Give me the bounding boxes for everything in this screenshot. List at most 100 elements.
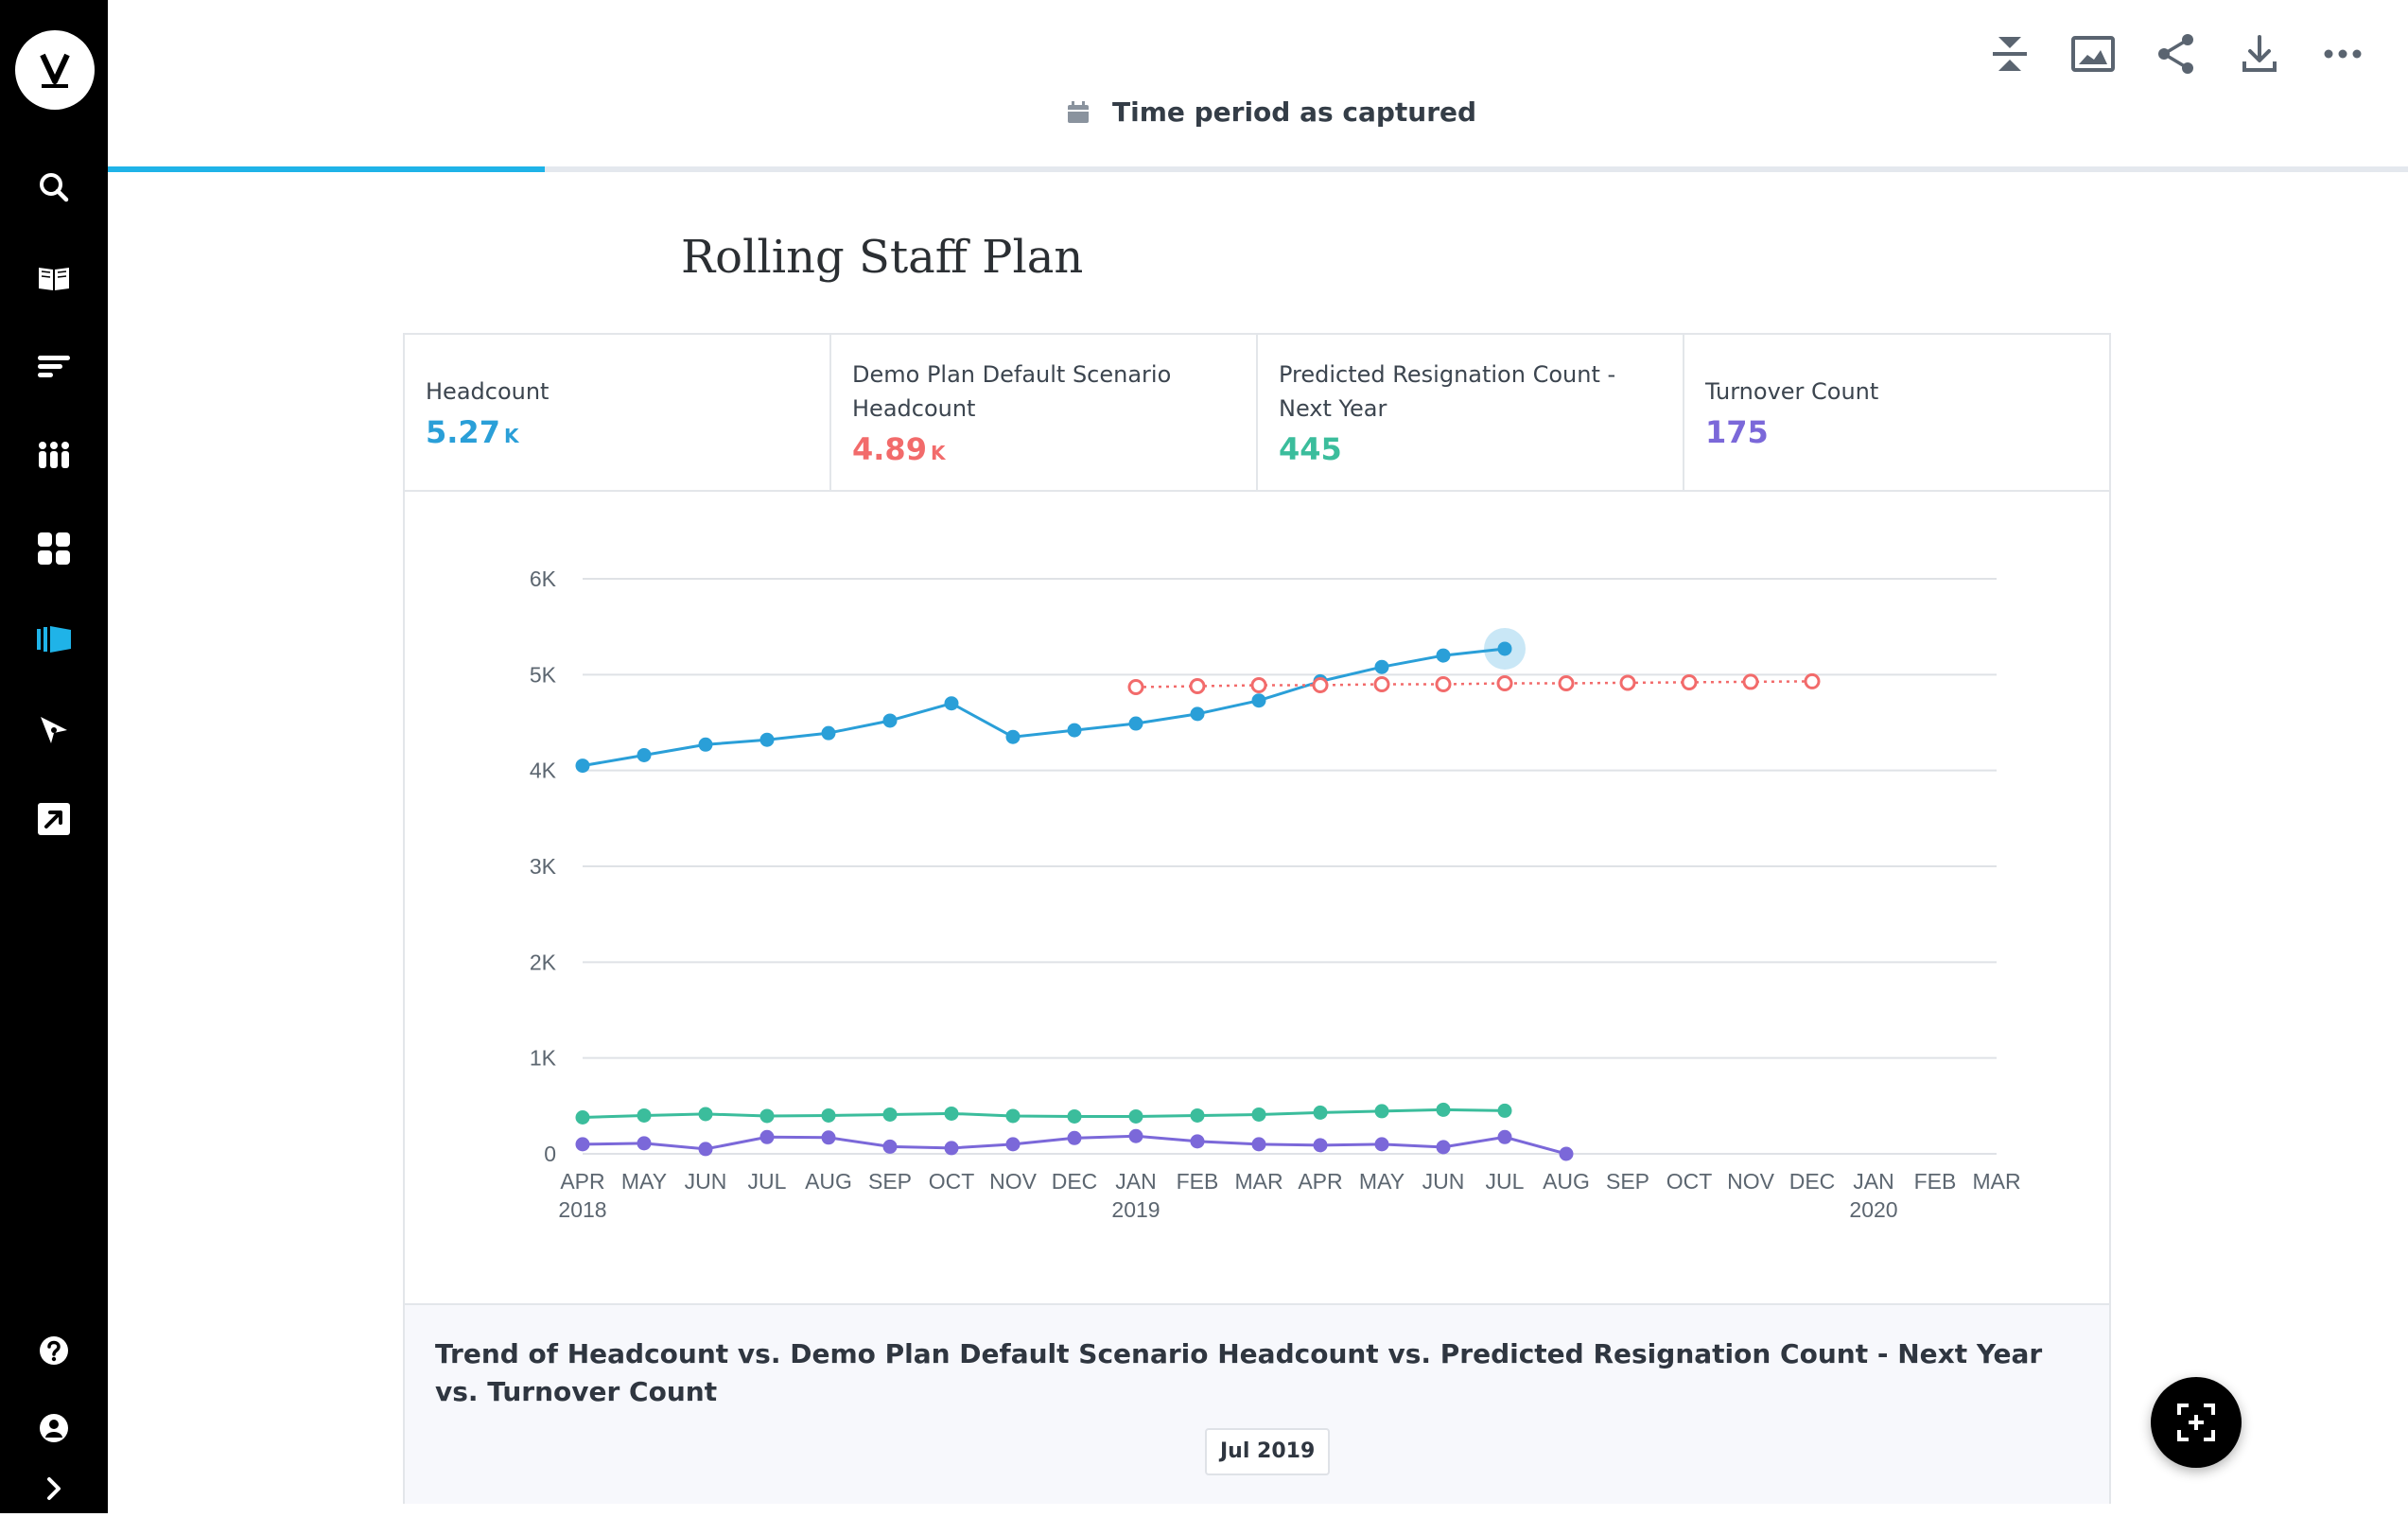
line-chart[interactable]: 0 1K 2K 3K 4K 5K 6K APR MAY JUN JUL AUG SEP OCT NOV DEC…	[405, 492, 2109, 1256]
x-tick-label: OCT	[1666, 1169, 1713, 1194]
data-point[interactable]	[1251, 1137, 1266, 1152]
user-icon[interactable]	[26, 1400, 82, 1456]
data-point[interactable]	[882, 1139, 898, 1154]
search-icon[interactable]	[26, 159, 82, 216]
data-point[interactable]	[1497, 1129, 1512, 1144]
data-point[interactable]	[1742, 673, 1759, 690]
series-line	[582, 1107, 1506, 1119]
data-point[interactable]	[1435, 675, 1452, 692]
time-period-indicator: Time period as captured	[1067, 96, 1476, 128]
logo-icon	[40, 53, 70, 88]
compass-icon[interactable]	[26, 702, 82, 758]
data-point[interactable]	[1067, 723, 1082, 738]
add-to-storyboard-icon	[2177, 1404, 2215, 1441]
left-nav-rail	[0, 0, 108, 1513]
data-point[interactable]	[1251, 1107, 1266, 1122]
data-point[interactable]	[1127, 679, 1144, 696]
data-point[interactable]	[1189, 677, 1206, 694]
x-tick-label: SEP	[868, 1169, 912, 1194]
data-point[interactable]	[882, 713, 898, 728]
kpi-turnover[interactable]: Turnover Count 175	[1684, 335, 2109, 490]
share-icon[interactable]	[2147, 25, 2206, 83]
data-point[interactable]	[1251, 693, 1266, 708]
grid-icon[interactable]	[26, 520, 82, 577]
export-icon[interactable]	[26, 791, 82, 847]
more-icon[interactable]	[2313, 25, 2372, 83]
data-point[interactable]	[1128, 1128, 1143, 1143]
data-point[interactable]	[882, 1107, 898, 1122]
data-point[interactable]	[1190, 706, 1205, 722]
data-point[interactable]	[759, 1108, 775, 1124]
data-point[interactable]	[1497, 641, 1512, 656]
collapse-icon[interactable]	[1980, 25, 2039, 83]
data-point[interactable]	[637, 1136, 652, 1151]
data-point[interactable]	[821, 1130, 836, 1145]
data-point[interactable]	[1436, 1102, 1451, 1117]
download-icon[interactable]	[2230, 25, 2289, 83]
data-point[interactable]	[575, 758, 590, 774]
data-point[interactable]	[1190, 1107, 1205, 1123]
data-point[interactable]	[1559, 1146, 1574, 1161]
data-point[interactable]	[759, 732, 775, 747]
data-point[interactable]	[1619, 674, 1636, 691]
data-point[interactable]	[1067, 1108, 1082, 1124]
data-point[interactable]	[1804, 672, 1821, 689]
data-point[interactable]	[1005, 729, 1021, 744]
time-period-label: Time period as captured	[1112, 96, 1477, 128]
data-point[interactable]	[1497, 1103, 1512, 1118]
data-point[interactable]	[1313, 1105, 1328, 1120]
help-icon[interactable]	[26, 1322, 82, 1379]
data-point[interactable]	[944, 1141, 959, 1156]
data-point[interactable]	[1005, 1108, 1021, 1124]
data-point[interactable]	[637, 747, 652, 762]
data-point[interactable]	[1128, 1108, 1143, 1124]
data-point[interactable]	[1436, 1140, 1451, 1155]
data-point[interactable]	[1558, 674, 1575, 691]
kpi-unit: K	[930, 442, 946, 464]
data-point[interactable]	[944, 1106, 959, 1121]
data-point[interactable]	[698, 737, 713, 752]
chevron-right-icon[interactable]	[26, 1460, 82, 1517]
data-point[interactable]	[1250, 676, 1267, 693]
kpi-headcount[interactable]: Headcount 5.27 K	[405, 335, 831, 490]
data-point[interactable]	[1436, 648, 1451, 663]
data-point[interactable]	[575, 1109, 590, 1125]
data-point[interactable]	[1374, 1137, 1389, 1152]
data-point[interactable]	[1067, 1130, 1082, 1145]
kpi-plan-headcount[interactable]: Demo Plan Default Scenario Headcount 4.8…	[831, 335, 1258, 490]
data-point[interactable]	[1374, 1104, 1389, 1119]
chart-card: Headcount 5.27 K Demo Plan Default Scenar…	[403, 333, 2111, 1504]
data-point[interactable]	[1681, 673, 1698, 690]
data-point[interactable]	[698, 1142, 713, 1157]
top-toolbar	[1980, 25, 2372, 83]
data-point[interactable]	[1373, 675, 1390, 692]
data-point[interactable]	[637, 1107, 652, 1123]
chart-caption: Trend of Headcount vs. Demo Plan Default…	[435, 1338, 2043, 1407]
book-icon[interactable]	[26, 250, 82, 306]
x-tick-label: MAY	[621, 1169, 667, 1194]
people-icon[interactable]	[26, 427, 82, 484]
selected-date-chip[interactable]: Jul 2019	[1205, 1428, 1331, 1475]
data-point[interactable]	[1496, 674, 1513, 691]
x-tick-label: NOV	[989, 1169, 1038, 1194]
data-point[interactable]	[1313, 1138, 1328, 1153]
data-point[interactable]	[1374, 659, 1389, 674]
storyboard-icon[interactable]	[26, 611, 82, 668]
data-point[interactable]	[1190, 1134, 1205, 1149]
kpi-number: 5.27	[426, 414, 500, 450]
data-point[interactable]	[1312, 676, 1329, 693]
data-point[interactable]	[821, 1107, 836, 1123]
data-point[interactable]	[698, 1107, 713, 1122]
app-logo[interactable]	[15, 30, 95, 110]
list-icon[interactable]	[26, 339, 82, 395]
x-tick-label: APR	[1298, 1169, 1342, 1194]
data-point[interactable]	[944, 696, 959, 711]
data-point[interactable]	[821, 725, 836, 741]
data-point[interactable]	[759, 1129, 775, 1144]
image-icon[interactable]	[2064, 25, 2122, 83]
data-point[interactable]	[1005, 1137, 1021, 1152]
add-to-storyboard-button[interactable]	[2151, 1377, 2242, 1468]
data-point[interactable]	[575, 1137, 590, 1152]
data-point[interactable]	[1128, 716, 1143, 731]
kpi-predicted-resignation[interactable]: Predicted Resignation Count - Next Year …	[1258, 335, 1684, 490]
